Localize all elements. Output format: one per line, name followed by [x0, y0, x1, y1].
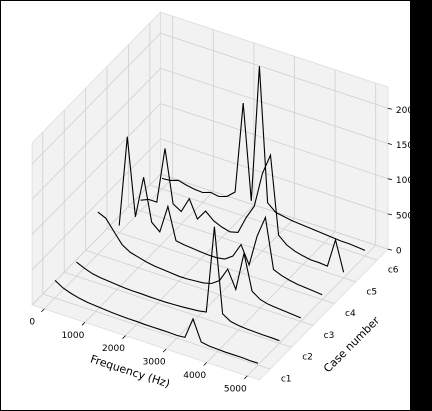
grid-line	[165, 218, 295, 350]
grid-line	[247, 244, 376, 377]
y-tick-label: c4	[345, 309, 356, 319]
x-tick-label: 1000	[61, 331, 84, 341]
series-line	[54, 279, 259, 364]
grid-line	[31, 32, 161, 165]
case-grid-line	[85, 250, 314, 326]
z-tick	[387, 107, 392, 110]
case-grid-line	[42, 293, 271, 370]
grid-line	[84, 191, 214, 323]
x-tick	[41, 308, 45, 313]
case-grid-line	[106, 228, 335, 304]
grid-line	[160, 32, 389, 109]
z-tick-label: 1000	[396, 176, 419, 186]
z-tick	[387, 178, 392, 181]
case-grid-line	[64, 271, 292, 348]
z-tick-label: 1500	[396, 141, 419, 151]
grid-line	[31, 173, 161, 306]
grid-line	[31, 68, 161, 200]
x-tick	[244, 375, 248, 380]
y-tick-label: c2	[302, 353, 313, 363]
grid-line	[31, 103, 161, 235]
series-line	[161, 66, 366, 251]
right-strip	[410, 0, 432, 411]
z-tick	[387, 248, 392, 251]
x-tick	[162, 348, 167, 353]
grid-line	[160, 138, 389, 215]
x-tick-label: 0	[29, 317, 35, 327]
z-tick-label: 2000	[396, 106, 419, 116]
z-tick-label: 500	[396, 211, 413, 221]
labels: 0 1000 2000 3000 4000 5000 0 500 1000 1500 2000 c1 c…	[29, 106, 419, 395]
x-tick	[122, 335, 126, 339]
z-tick-label: 0	[396, 247, 402, 257]
grid-line	[160, 103, 389, 180]
grid-line	[206, 231, 336, 363]
y-tick-label: c5	[366, 287, 377, 297]
series-line	[140, 148, 345, 273]
y-tick-label: c1	[281, 375, 292, 385]
series-line	[97, 211, 302, 319]
y-tick-label: c3	[324, 331, 335, 341]
x-tick-label: 2000	[102, 344, 125, 354]
x-tick	[203, 362, 207, 366]
z-tick	[387, 213, 392, 216]
grid-line	[160, 68, 389, 144]
grid-line	[160, 173, 389, 250]
x-tick-label: 3000	[143, 358, 166, 368]
x-tick	[81, 322, 86, 326]
series-line	[76, 226, 280, 342]
case-grid-line	[128, 206, 356, 283]
z-tick	[387, 143, 392, 145]
x-tick-label: 5000	[224, 384, 247, 394]
grid-line	[125, 204, 255, 336]
grid-line	[31, 138, 161, 270]
y-tick-label: c6	[388, 266, 399, 276]
lines	[54, 66, 366, 364]
series-line	[118, 136, 323, 296]
x-tick-label: 4000	[183, 371, 206, 381]
